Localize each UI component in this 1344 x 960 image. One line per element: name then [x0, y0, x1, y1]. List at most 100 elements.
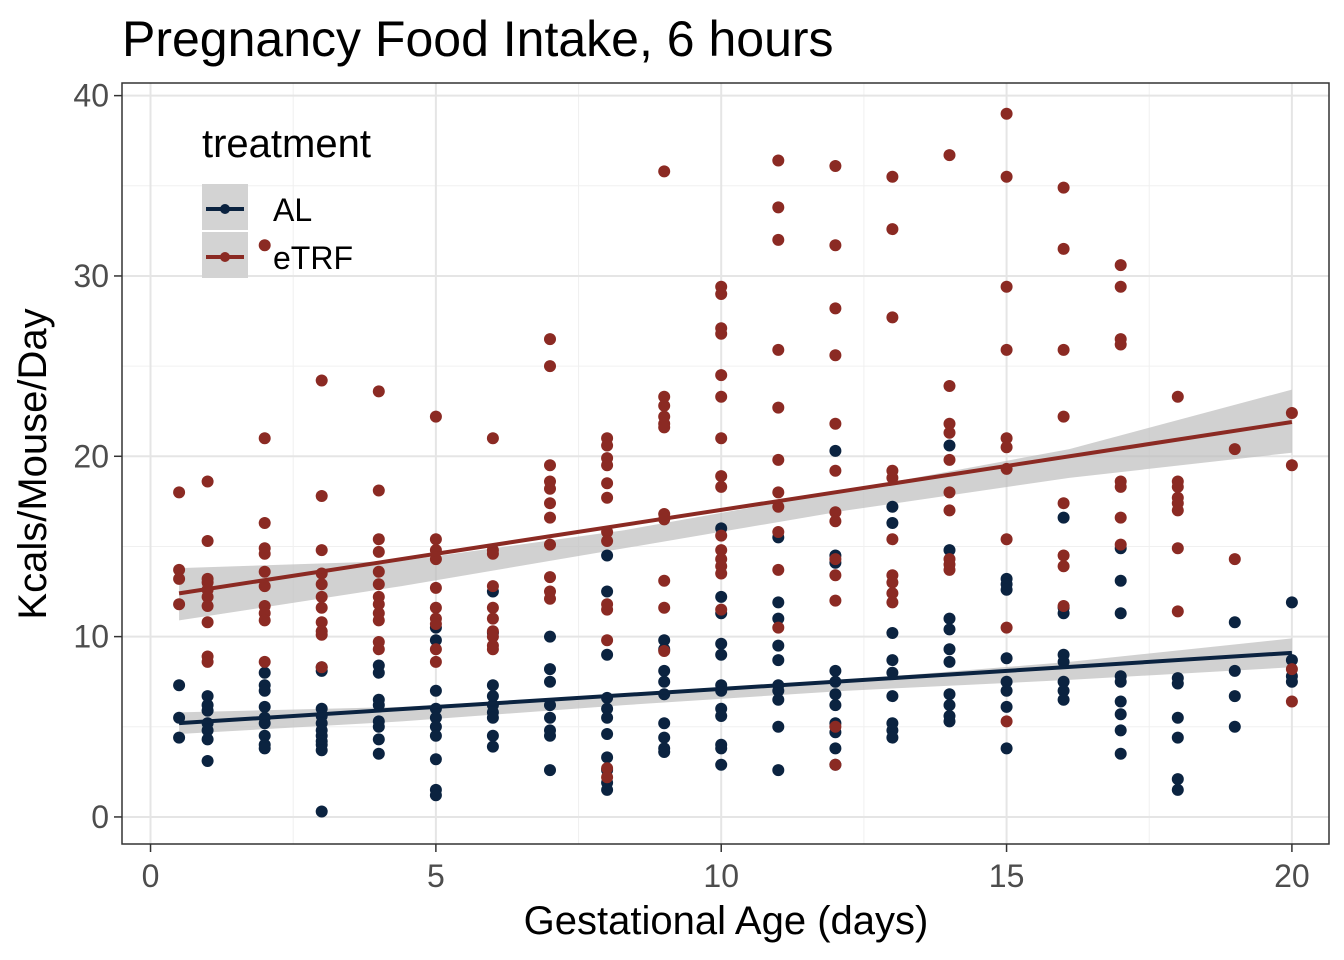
data-point-etrf: [943, 486, 956, 499]
data-point-al: [1114, 607, 1127, 620]
data-point-etrf: [486, 580, 499, 593]
data-point-al: [658, 717, 671, 730]
data-point-al: [772, 764, 785, 777]
data-point-etrf: [1285, 407, 1298, 419]
legend-label-etrf: eTRF: [273, 240, 353, 276]
data-point-al: [829, 444, 842, 457]
data-point-al: [1285, 654, 1298, 667]
data-point-al: [601, 702, 614, 715]
data-point-etrf: [886, 471, 899, 484]
data-point-al: [372, 666, 385, 679]
data-point-al: [544, 675, 556, 688]
data-point-al: [1114, 695, 1127, 708]
data-point-al: [658, 664, 671, 677]
data-point-etrf: [601, 477, 614, 490]
data-point-etrf: [544, 333, 556, 346]
data-point-etrf: [715, 480, 728, 493]
data-point-al: [315, 744, 328, 757]
data-point-etrf: [829, 464, 842, 477]
fit-line-etrf: [178, 420, 1293, 596]
data-point-etrf: [943, 149, 956, 162]
data-point-etrf: [1228, 553, 1241, 566]
y-axis: 0 10 20 30 40: [73, 78, 122, 835]
data-point-al: [1171, 773, 1184, 786]
data-point-al: [715, 758, 728, 771]
data-point-etrf: [486, 432, 499, 445]
data-point-etrf: [715, 288, 728, 300]
data-point-etrf: [829, 302, 842, 315]
data-point-etrf: [1114, 511, 1127, 524]
data-point-etrf: [1171, 504, 1184, 517]
data-point-al: [429, 684, 442, 697]
data-point-etrf: [658, 399, 671, 412]
data-point-al: [943, 688, 956, 701]
data-point-etrf: [1000, 533, 1013, 546]
data-point-etrf: [829, 417, 842, 430]
data-point-etrf: [1114, 538, 1127, 551]
data-point-etrf: [715, 327, 728, 340]
data-point-etrf: [772, 621, 785, 634]
data-point-etrf: [544, 497, 556, 510]
data-point-etrf: [544, 538, 556, 551]
data-point-etrf: [658, 601, 671, 614]
data-point-al: [715, 742, 728, 755]
data-point-al: [372, 747, 385, 760]
data-point-etrf: [601, 634, 614, 647]
data-point-al: [1171, 677, 1184, 690]
y-tick-label: 20: [73, 438, 109, 474]
data-point-etrf: [1228, 443, 1241, 456]
data-point-etrf: [1000, 107, 1013, 120]
data-point-etrf: [258, 655, 271, 668]
data-point-al: [1114, 708, 1127, 721]
data-point-etrf: [258, 239, 271, 252]
data-point-etrf: [1000, 432, 1013, 445]
data-point-al: [772, 639, 785, 652]
data-point-etrf: [715, 603, 728, 616]
data-point-etrf: [601, 762, 614, 775]
data-point-al: [715, 590, 728, 603]
legend-key-point-al: [220, 204, 230, 214]
data-point-etrf: [315, 590, 328, 603]
data-point-etrf: [658, 574, 671, 587]
data-point-etrf: [1285, 459, 1298, 472]
data-point-etrf: [886, 223, 899, 236]
data-point-al: [372, 733, 385, 746]
data-point-etrf: [829, 569, 842, 582]
data-point-etrf: [715, 529, 728, 542]
data-point-al: [429, 753, 442, 766]
data-point-etrf: [772, 453, 785, 466]
x-tick-label: 10: [703, 858, 739, 894]
data-point-al: [544, 711, 556, 724]
data-point-al: [772, 596, 785, 609]
data-point-etrf: [429, 655, 442, 668]
data-point-etrf: [829, 515, 842, 528]
data-point-etrf: [372, 578, 385, 591]
data-point-etrf: [372, 484, 385, 497]
data-point-etrf: [1285, 695, 1298, 708]
data-point-etrf: [201, 655, 214, 668]
data-point-etrf: [658, 390, 671, 403]
data-point-etrf: [372, 533, 385, 546]
data-point-al: [372, 699, 385, 712]
data-point-al: [486, 690, 499, 703]
data-point-etrf: [658, 165, 671, 178]
data-point-al: [943, 544, 956, 557]
data-point-al: [1057, 675, 1070, 688]
data-point-etrf: [486, 643, 499, 656]
data-point-etrf: [544, 592, 556, 605]
data-point-al: [601, 728, 614, 740]
data-point-etrf: [943, 417, 956, 430]
data-point-al: [715, 710, 728, 722]
data-point-etrf: [886, 576, 899, 589]
data-point-al: [829, 688, 842, 701]
data-point-etrf: [544, 511, 556, 524]
data-point-etrf: [886, 311, 899, 324]
data-point-al: [943, 612, 956, 625]
data-point-etrf: [544, 482, 556, 495]
data-point-etrf: [544, 571, 556, 584]
data-point-etrf: [772, 486, 785, 499]
data-point-al: [772, 654, 785, 667]
data-point-al: [315, 805, 328, 818]
data-point-al: [1057, 693, 1070, 706]
data-point-etrf: [1057, 600, 1070, 612]
